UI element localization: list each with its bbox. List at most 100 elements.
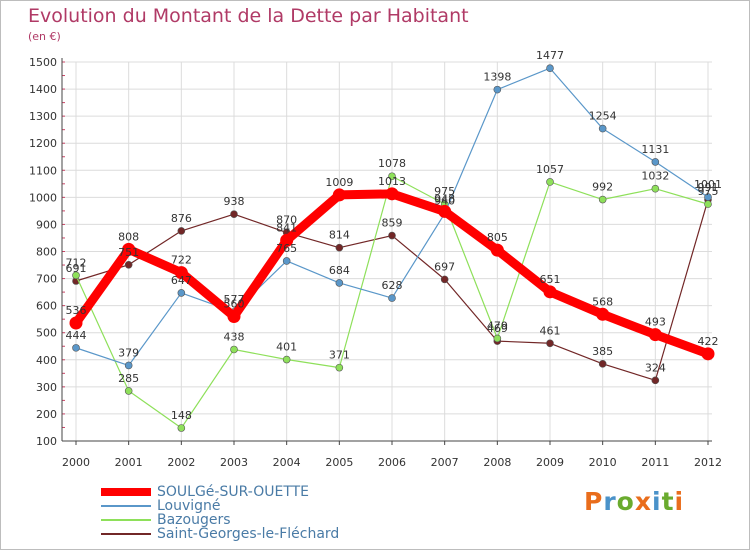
- data-label-louvign: 379: [118, 346, 139, 359]
- data-point-louvign: [704, 193, 712, 201]
- data-label-louvign: 1254: [589, 110, 617, 123]
- x-tick-label: 2004: [273, 456, 301, 469]
- data-point-louvign: [388, 294, 396, 302]
- x-tick-label: 2008: [483, 456, 511, 469]
- data-label-saint-georges-le-fl-chard: 697: [434, 260, 455, 273]
- data-label-bazougers: 975: [434, 185, 455, 198]
- y-tick-label: 1400: [29, 83, 57, 96]
- data-label-louvign: 940: [434, 195, 455, 208]
- y-tick-label: 900: [36, 218, 57, 231]
- x-tick-label: 2005: [325, 456, 353, 469]
- legend-label-soulge: SOULGé-SUR-OUETTE: [157, 484, 310, 500]
- data-label-saint-georges-le-fl-chard: 870: [276, 214, 297, 227]
- data-point-bazougers: [72, 271, 80, 280]
- legend-swatch-saint-georges: [101, 533, 151, 535]
- y-tick-label: 700: [36, 273, 57, 286]
- data-label-louvign: 1131: [641, 143, 669, 156]
- data-point-louvign: [177, 289, 186, 297]
- unit-label: (en €): [28, 30, 61, 43]
- data-label-saint-georges-le-fl-chard: 814: [329, 229, 350, 242]
- data-label-soulg-sur-ouette: 422: [698, 335, 719, 348]
- data-label-louvign: 577: [224, 293, 245, 306]
- data-label-bazougers: 371: [329, 349, 350, 362]
- x-tick-label: 2001: [115, 456, 143, 469]
- data-point-soulg-sur-ouette: [174, 266, 188, 280]
- y-tick-label: 400: [36, 354, 57, 367]
- data-point-bazougers: [651, 184, 660, 193]
- data-label-louvign: 1398: [483, 71, 511, 84]
- data-point-soulg-sur-ouette: [280, 233, 294, 247]
- data-point-saint-georges-le-fl-chard: [598, 360, 607, 368]
- legend-label-bazougers: Bazougers: [157, 512, 231, 528]
- data-label-saint-georges-le-fl-chard: 991: [698, 181, 719, 194]
- data-point-louvign: [335, 279, 344, 287]
- x-tick-label: 2010: [589, 456, 617, 469]
- y-tick-label: 1200: [29, 137, 57, 150]
- data-point-bazougers: [546, 178, 554, 186]
- data-point-bazougers: [493, 334, 502, 343]
- data-label-bazougers: 285: [118, 372, 139, 385]
- data-label-bazougers: 479: [487, 319, 508, 332]
- data-label-soulg-sur-ouette: 536: [66, 304, 87, 317]
- data-point-saint-georges-le-fl-chard: [124, 260, 133, 269]
- logo-letter: o: [616, 487, 635, 516]
- data-point-louvign: [72, 344, 80, 352]
- data-point-louvign: [493, 85, 502, 94]
- data-point-bazougers: [388, 172, 396, 181]
- data-point-soulg-sur-ouette: [122, 242, 136, 256]
- data-label-bazougers: 712: [66, 256, 87, 269]
- data-point-saint-georges-le-fl-chard: [546, 339, 554, 348]
- legend-label-saint-georges: Saint-Georges-le-Fléchard: [157, 526, 340, 542]
- x-tick-label: 2011: [641, 456, 669, 469]
- logo-letter: x: [634, 487, 652, 516]
- y-tick-label: 200: [36, 408, 57, 421]
- data-point-louvign: [124, 361, 133, 370]
- data-point-soulg-sur-ouette: [596, 307, 610, 321]
- data-label-soulg-sur-ouette: 808: [118, 230, 139, 243]
- data-label-soulg-sur-ouette: 651: [540, 273, 561, 286]
- series-layer: [69, 64, 715, 432]
- data-point-bazougers: [177, 424, 186, 432]
- x-tick-label: 2002: [167, 456, 195, 469]
- data-label-saint-georges-le-fl-chard: 876: [171, 212, 192, 225]
- data-label-saint-georges-le-fl-chard: 385: [592, 345, 613, 358]
- axis-layer: 100 200 300 400 500 600 700 800 900 1000 1100 1200 1…: [29, 56, 722, 469]
- x-tick-label: 2006: [378, 456, 406, 469]
- data-point-saint-georges-le-fl-chard: [177, 227, 186, 235]
- data-point-bazougers: [335, 363, 344, 372]
- y-tick-label: 1100: [29, 164, 57, 177]
- data-point-soulg-sur-ouette: [543, 285, 557, 299]
- logo-letter: r: [603, 487, 617, 516]
- data-label-soulg-sur-ouette: 722: [171, 254, 192, 267]
- legend-swatch-bazougers: [101, 519, 151, 521]
- data-label-soulg-sur-ouette: 1013: [378, 175, 406, 188]
- data-label-soulg-sur-ouette: 841: [276, 221, 297, 234]
- data-label-saint-georges-le-fl-chard: 469: [487, 322, 508, 335]
- data-point-bazougers: [598, 195, 607, 204]
- legend-swatch-louvigne: [101, 505, 151, 507]
- data-point-saint-georges-le-fl-chard: [335, 243, 344, 252]
- data-label-louvign: 765: [276, 242, 297, 255]
- y-tick-label: 800: [36, 246, 57, 259]
- data-label-bazougers: 1057: [536, 163, 564, 176]
- data-point-saint-georges-le-fl-chard: [440, 275, 449, 284]
- data-label-louvign: 1001: [694, 178, 722, 191]
- data-label-saint-georges-le-fl-chard: 691: [66, 262, 87, 275]
- data-label-soulg-sur-ouette: 1009: [325, 176, 353, 189]
- y-tick-label: 100: [36, 435, 57, 448]
- data-label-saint-georges-le-fl-chard: 938: [224, 195, 245, 208]
- data-point-soulg-sur-ouette: [227, 309, 241, 323]
- data-point-bazougers: [124, 387, 133, 395]
- data-point-soulg-sur-ouette: [490, 243, 504, 257]
- x-tick-label: 2009: [536, 456, 564, 469]
- data-label-bazougers: 992: [592, 181, 613, 194]
- data-point-soulg-sur-ouette: [332, 188, 346, 202]
- y-tick-label: 300: [36, 381, 57, 394]
- data-point-saint-georges-le-fl-chard: [651, 376, 660, 385]
- data-label-louvign: 444: [66, 329, 87, 342]
- data-label-louvign: 1477: [536, 49, 564, 62]
- legend-label-louvigne: Louvigné: [157, 498, 221, 514]
- data-label-bazougers: 438: [224, 330, 245, 343]
